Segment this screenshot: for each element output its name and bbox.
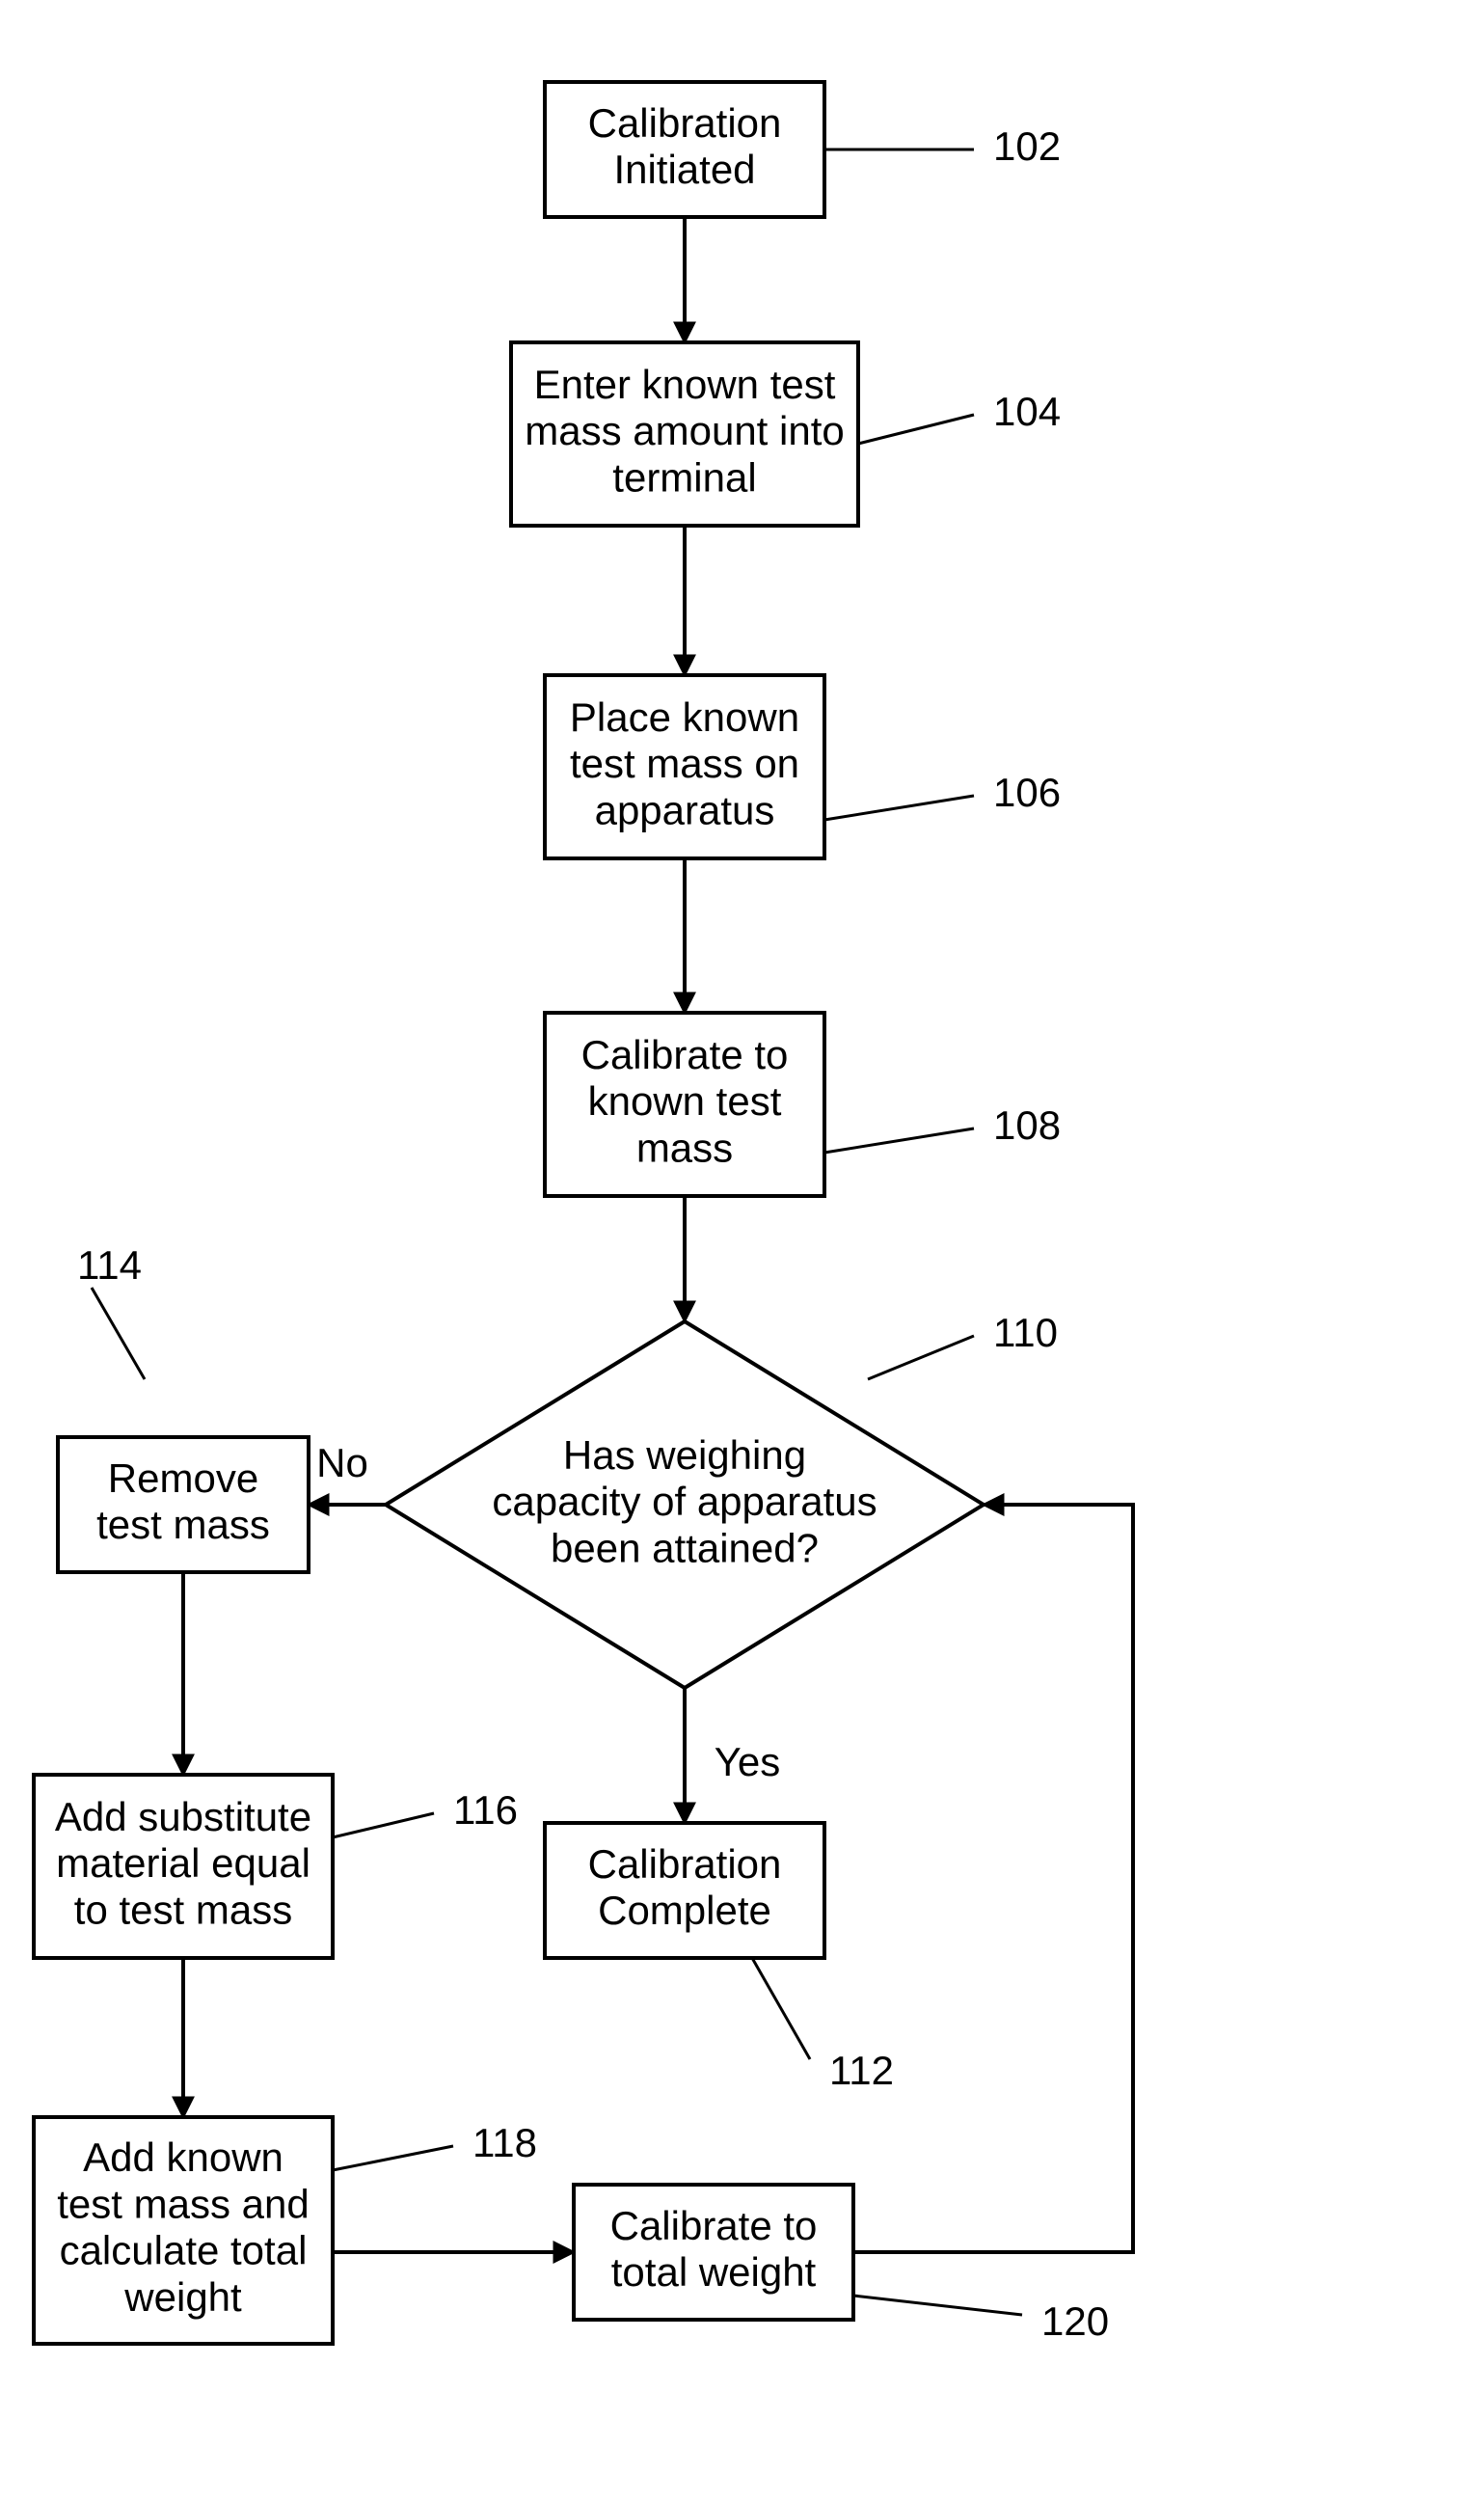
node-n120-text-line-1: total weight [611, 2249, 817, 2295]
node-n120: Calibrate tototal weight [574, 2185, 853, 2320]
node-n116-text-line-0: Add substitute [55, 1794, 311, 1839]
node-n102-text-line-1: Initiated [613, 147, 755, 192]
node-n112-text-line-1: Complete [598, 1888, 771, 1933]
leader-112 [752, 1958, 810, 2059]
node-n114-text-line-1: test mass [96, 1502, 270, 1547]
edge-n120-n110 [853, 1505, 1133, 2252]
ref-label-114: 114 [77, 1242, 142, 1288]
node-n116-text-line-2: to test mass [74, 1887, 292, 1932]
node-n114: Removetest mass [58, 1437, 309, 1572]
leader-120 [853, 2296, 1022, 2315]
ref-label-108: 108 [993, 1102, 1061, 1148]
flowchart-canvas: NoYesCalibrationInitiated102Enter known … [0, 0, 1484, 2501]
leader-114 [92, 1288, 145, 1379]
nodes-layer: CalibrationInitiated102Enter known testm… [34, 82, 1109, 2344]
leader-106 [824, 796, 974, 820]
node-n116-text-line-1: material equal [56, 1840, 310, 1886]
node-n118-text-line-0: Add known [83, 2134, 283, 2180]
leader-118 [333, 2146, 453, 2170]
node-n114-text-line-0: Remove [108, 1455, 258, 1501]
node-n108: Calibrate toknown testmass [545, 1013, 824, 1196]
ref-label-116: 116 [453, 1787, 518, 1833]
node-n116: Add substitutematerial equalto test mass [34, 1775, 333, 1958]
node-n106-text-line-0: Place known [570, 694, 799, 740]
node-n112-text-line-0: Calibration [588, 1841, 782, 1887]
ref-label-110: 110 [993, 1310, 1058, 1355]
node-n118-text-line-1: test mass and [57, 2181, 309, 2226]
ref-label-106: 106 [993, 770, 1061, 815]
node-n104: Enter known testmass amount intoterminal [511, 342, 858, 526]
node-n104-text-line-1: mass amount into [525, 408, 845, 453]
node-n110-text-line-1: capacity of apparatus [492, 1479, 877, 1524]
ref-label-118: 118 [472, 2120, 537, 2165]
node-n106: Place knowntest mass onapparatus [545, 675, 824, 858]
leader-110 [868, 1336, 974, 1379]
node-n120-text-line-0: Calibrate to [610, 2203, 818, 2248]
ref-label-102: 102 [993, 123, 1061, 169]
edge-label-no: No [316, 1440, 368, 1485]
ref-label-112: 112 [829, 2048, 894, 2093]
node-n110-text-line-0: Has weighing [563, 1432, 806, 1478]
leader-116 [333, 1813, 434, 1837]
node-n104-text-line-0: Enter known test [534, 362, 836, 407]
node-n110: Has weighingcapacity of apparatusbeen at… [386, 1321, 984, 1688]
leader-108 [824, 1128, 974, 1153]
ref-label-104: 104 [993, 389, 1061, 434]
node-n118-text-line-2: calculate total [60, 2228, 308, 2273]
node-n102: CalibrationInitiated [545, 82, 824, 217]
ref-label-120: 120 [1041, 2298, 1109, 2344]
node-n118: Add knowntest mass andcalculate totalwei… [34, 2117, 333, 2344]
node-n118-text-line-3: weight [123, 2274, 242, 2320]
node-n102-text-line-0: Calibration [588, 100, 782, 146]
edge-label-yes: Yes [715, 1739, 781, 1784]
node-n112: CalibrationComplete [545, 1823, 824, 1958]
leader-104 [858, 415, 974, 444]
node-n108-text-line-2: mass [636, 1125, 733, 1170]
node-n108-text-line-0: Calibrate to [581, 1032, 789, 1077]
node-n108-text-line-1: known test [588, 1078, 782, 1124]
node-n110-text-line-2: been attained? [551, 1525, 819, 1570]
node-n106-text-line-2: apparatus [595, 787, 775, 832]
node-n104-text-line-2: terminal [612, 454, 756, 500]
node-n106-text-line-1: test mass on [570, 741, 799, 786]
